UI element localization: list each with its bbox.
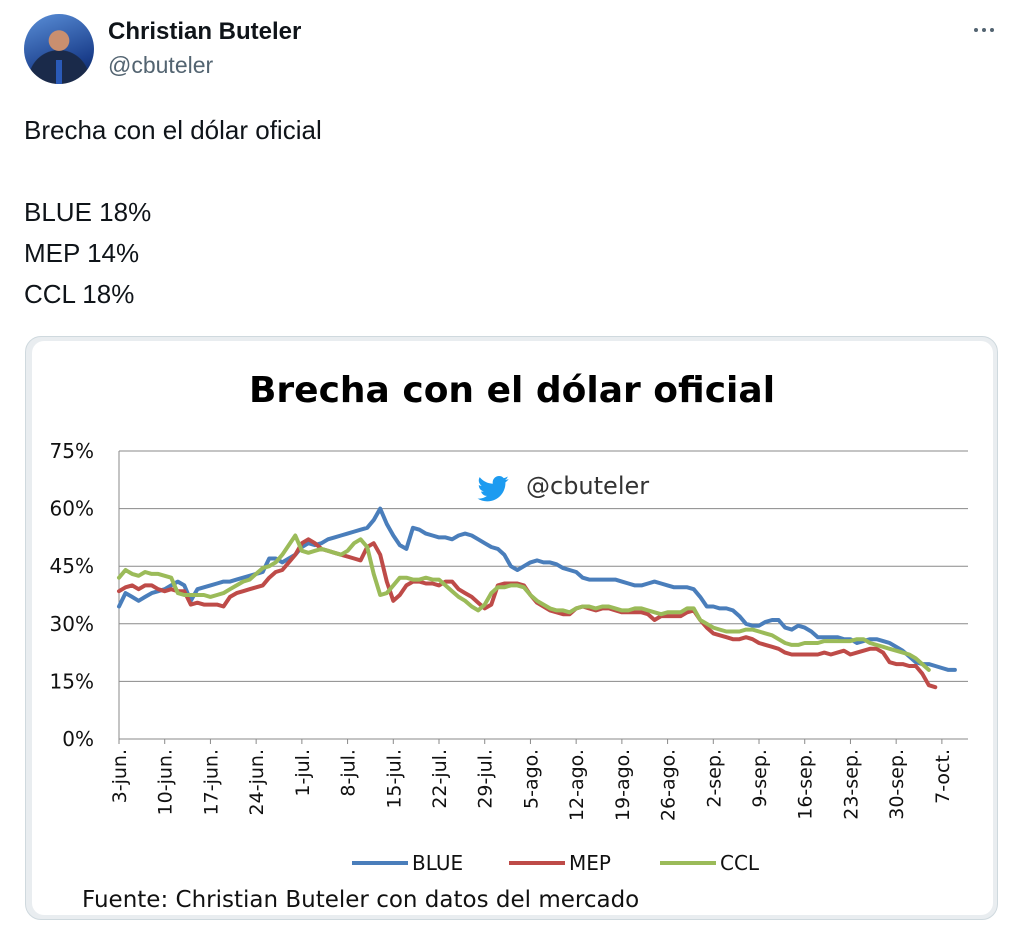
x-tick-label: 24-jun. xyxy=(246,749,268,815)
series-line-ccl xyxy=(117,533,931,672)
watermark: @cbuteler xyxy=(472,467,682,507)
chart-area xyxy=(32,341,993,915)
tweet-text-line: MEP 14% xyxy=(24,238,140,268)
x-tick-label: 16-sep. xyxy=(795,749,817,820)
y-tick-label: 75% xyxy=(50,439,94,463)
y-tick-label: 0% xyxy=(62,727,94,751)
y-axis: 0% 15% 30% 45% 60% 75% xyxy=(50,439,94,751)
x-tick-label: 29-jul. xyxy=(475,749,497,809)
x-tick-label: 1-jul. xyxy=(292,749,314,797)
legend-label: BLUE xyxy=(412,851,463,875)
x-tick-label: 15-jul. xyxy=(383,749,405,809)
x-tick-label: 10-jun. xyxy=(155,749,177,815)
avatar[interactable] xyxy=(24,14,94,84)
more-horizontal-icon[interactable] xyxy=(964,18,1004,42)
legend-label: MEP xyxy=(569,851,611,875)
x-tick-label: 23-sep. xyxy=(840,749,862,820)
chart: Brecha con el dólar oficial 0% 15% 30% 45% 6… xyxy=(32,341,993,915)
watermark-text: @cbuteler xyxy=(526,472,649,500)
x-tick-label: 22-jul. xyxy=(429,749,451,809)
legend: BLUE MEP CCL xyxy=(352,851,760,875)
x-tick-label: 9-sep. xyxy=(749,749,771,808)
chart-title: Brecha con el dólar oficial xyxy=(249,370,775,411)
x-tick-label: 26-ago. xyxy=(658,749,680,821)
chart-source: Fuente: Christian Buteler con datos del … xyxy=(82,887,639,913)
grid xyxy=(118,450,968,740)
x-tick-label: 19-ago. xyxy=(612,749,634,821)
x-tick-label: 7-oct. xyxy=(932,749,954,804)
twitter-bird-icon xyxy=(477,475,509,502)
user-handle[interactable]: @cbuteler xyxy=(108,52,214,78)
tweet-text-line: CCL 18% xyxy=(24,279,135,309)
x-tick-label: 12-ago. xyxy=(566,749,588,821)
x-tick-label: 30-sep. xyxy=(886,749,908,820)
x-tick-label: 2-sep. xyxy=(703,749,725,808)
tweet-text-line xyxy=(24,151,984,192)
tweet-text-line: Brecha con el dólar oficial xyxy=(24,115,322,145)
tweet-header: Christian Buteler @cbuteler xyxy=(24,12,1004,84)
series-group xyxy=(117,506,957,690)
tweet-text: Brecha con el dólar oficial BLUE 18% MEP… xyxy=(24,110,984,315)
x-tick-label: 3-jun. xyxy=(109,749,131,803)
x-axis: 3-jun. 10-jun. 17-jun. 24-jun. 1-jul. 8-jul. 1… xyxy=(109,739,954,821)
x-tick-label: 8-jul. xyxy=(338,749,360,797)
x-tick-label: 5-ago. xyxy=(520,749,542,809)
y-tick-label: 30% xyxy=(50,612,94,636)
tweet-text-line: BLUE 18% xyxy=(24,197,152,227)
legend-label: CCL xyxy=(720,851,760,875)
y-tick-label: 45% xyxy=(50,554,94,578)
y-tick-label: 15% xyxy=(50,669,94,693)
tweet-media[interactable]: Brecha con el dólar oficial 0% 15% 30% 45% 6… xyxy=(25,336,998,920)
y-tick-label: 60% xyxy=(50,497,94,521)
display-name[interactable]: Christian Buteler xyxy=(108,18,302,45)
x-tick-label: 17-jun. xyxy=(200,749,222,815)
